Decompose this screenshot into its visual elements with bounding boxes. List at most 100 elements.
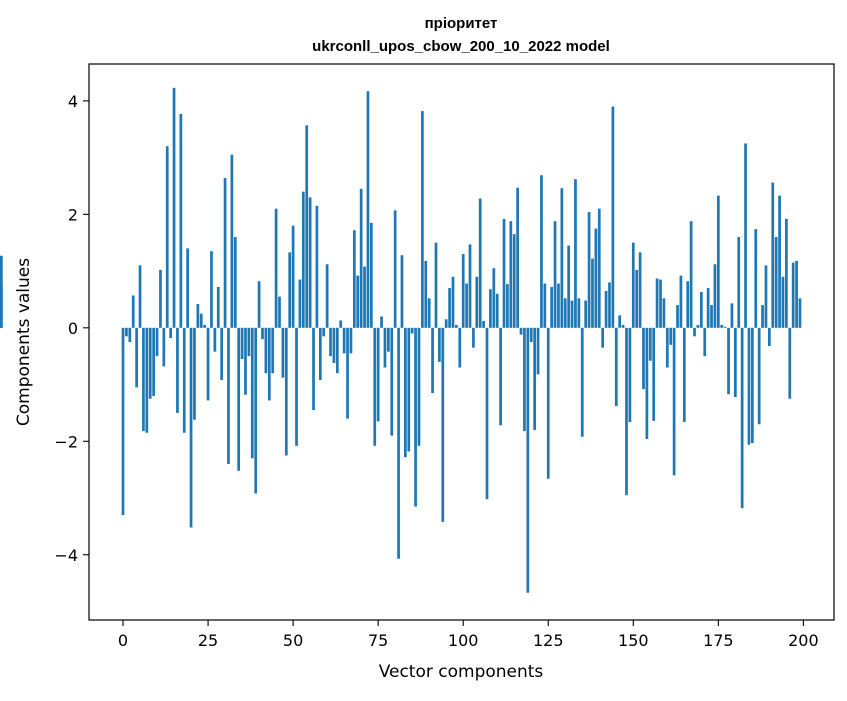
x-tick-label: 200	[788, 631, 819, 650]
bar	[516, 187, 519, 328]
bar	[135, 327, 138, 388]
bar	[594, 228, 598, 328]
bar	[329, 327, 332, 357]
bar	[720, 324, 724, 328]
bar	[625, 327, 628, 496]
bar	[210, 251, 213, 328]
bar	[332, 327, 336, 363]
bar	[744, 143, 747, 328]
bar	[216, 286, 220, 328]
bar	[220, 327, 224, 381]
bar	[669, 327, 673, 345]
bar	[434, 242, 438, 328]
bar	[366, 91, 370, 328]
bar	[635, 269, 639, 328]
bar	[179, 113, 183, 328]
bar	[0, 255, 3, 328]
bar	[601, 327, 605, 348]
bar	[380, 316, 383, 328]
bar	[227, 327, 230, 464]
bar	[271, 327, 275, 374]
bar	[560, 188, 564, 328]
bar	[390, 327, 394, 436]
bar	[679, 275, 683, 328]
bar	[798, 298, 802, 328]
bar	[186, 248, 190, 328]
bar	[502, 218, 506, 328]
bar	[237, 327, 241, 471]
bar	[648, 327, 652, 361]
bar	[441, 327, 445, 522]
bar	[638, 252, 642, 328]
bar	[230, 154, 234, 328]
bar	[142, 327, 145, 432]
bar	[587, 212, 591, 328]
bar	[427, 298, 431, 328]
bar	[410, 327, 414, 334]
bar	[339, 320, 343, 328]
bar	[138, 265, 142, 328]
bar	[131, 295, 135, 328]
bar	[710, 305, 713, 328]
x-tick-label: 100	[448, 631, 479, 650]
bar	[359, 188, 363, 328]
bar	[584, 300, 588, 328]
bar	[121, 327, 125, 516]
bar	[295, 327, 298, 446]
bar	[506, 284, 509, 328]
bar	[713, 264, 717, 328]
x-tick-label: 75	[368, 631, 388, 650]
bar	[400, 255, 404, 328]
bar	[628, 327, 632, 422]
bar	[318, 327, 322, 381]
x-axis-label: Vector components	[379, 662, 544, 682]
bar	[482, 321, 485, 328]
bar	[550, 286, 554, 328]
bar	[305, 125, 309, 328]
bar	[254, 327, 258, 494]
bar	[727, 327, 730, 395]
bar	[519, 327, 523, 335]
bar	[662, 298, 666, 328]
bar	[145, 327, 149, 433]
bar	[247, 327, 251, 357]
bar	[165, 146, 169, 328]
bar	[788, 327, 792, 399]
bar	[754, 229, 758, 328]
bar	[193, 327, 196, 420]
bar	[546, 327, 550, 479]
bar	[438, 327, 441, 362]
bar	[404, 327, 407, 458]
bar	[536, 327, 540, 375]
bar	[686, 281, 690, 328]
y-tick-label: −4	[54, 546, 78, 565]
chart-title: пріоритет	[425, 15, 498, 32]
bar	[148, 327, 152, 399]
bar	[125, 327, 128, 337]
bar	[267, 327, 271, 401]
x-tick-label: 150	[618, 631, 649, 650]
bar	[461, 254, 465, 328]
bar	[421, 111, 424, 328]
bar	[257, 281, 261, 328]
bars	[0, 87, 802, 593]
bar	[240, 327, 244, 360]
bar	[199, 313, 203, 328]
bar	[478, 198, 482, 328]
bar	[363, 266, 366, 328]
bar	[723, 326, 727, 328]
bar	[693, 327, 696, 337]
x-axis-ticks: 0 25 50 75 100 125 150 175 200	[118, 620, 819, 650]
bar	[733, 327, 737, 398]
bar	[523, 327, 526, 432]
y-tick-label: 0	[68, 319, 78, 338]
bar	[489, 289, 492, 328]
bar	[747, 327, 751, 445]
bar	[553, 221, 557, 328]
bar	[203, 324, 207, 328]
bar	[509, 221, 513, 328]
bar	[155, 327, 159, 357]
bar	[261, 327, 264, 340]
bar	[176, 327, 179, 413]
